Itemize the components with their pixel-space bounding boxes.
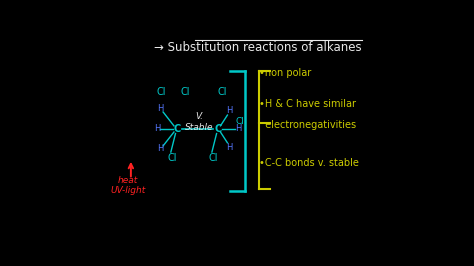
Text: •C-C bonds v. stable: •C-C bonds v. stable	[259, 158, 359, 168]
Text: Cl: Cl	[168, 153, 177, 163]
Text: H: H	[226, 143, 232, 152]
Text: electronegativities: electronegativities	[259, 120, 356, 130]
Text: Cl: Cl	[209, 153, 218, 163]
Text: Cl: Cl	[217, 87, 227, 97]
Text: C: C	[215, 124, 222, 134]
Text: H: H	[157, 144, 163, 153]
Text: H: H	[235, 124, 241, 134]
Text: H: H	[157, 104, 163, 113]
Text: •non polar: •non polar	[259, 68, 312, 78]
Text: Cl: Cl	[157, 87, 166, 97]
Text: Cl: Cl	[180, 87, 190, 97]
Text: → Substitution reactions of alkanes: → Substitution reactions of alkanes	[154, 41, 362, 54]
Text: H: H	[154, 124, 160, 134]
Text: Cl: Cl	[236, 117, 244, 126]
Text: C: C	[173, 124, 181, 134]
Text: •H & C have similar: •H & C have similar	[259, 99, 356, 109]
Text: V.
Stable: V. Stable	[184, 112, 213, 132]
Text: heat
UV-light: heat UV-light	[110, 176, 146, 195]
Text: H: H	[226, 106, 232, 115]
